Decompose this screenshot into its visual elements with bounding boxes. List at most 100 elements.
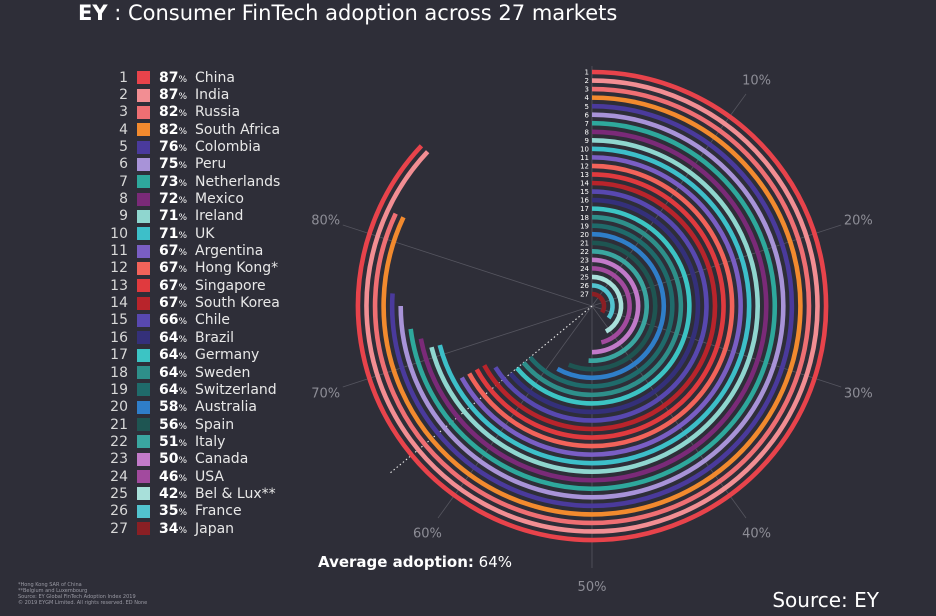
arc-rank-label: 11 [580, 154, 589, 162]
legend-country: Brazil [195, 329, 235, 346]
legend-item: 22 51% Italy [100, 433, 320, 450]
legend-swatch [137, 487, 150, 501]
data-arc [567, 240, 658, 372]
legend-swatch [137, 366, 150, 380]
arc-rank-label: 1 [585, 69, 589, 77]
data-arc [381, 95, 803, 517]
legend-country: Argentina [195, 243, 264, 260]
legend-swatch [137, 400, 150, 414]
arc-rank-label: 6 [585, 111, 590, 119]
footnote: **Belgium and Luxembourg [18, 588, 88, 594]
legend-swatch [137, 452, 150, 466]
arc-rank-label: 17 [580, 205, 589, 213]
legend-item: 8 72% Mexico [100, 190, 320, 207]
legend-rank: 23 [110, 451, 128, 468]
legend-rank: 20 [110, 399, 128, 416]
data-arc [437, 146, 752, 466]
data-arc [459, 155, 743, 457]
legend-country: Colombia [195, 139, 261, 156]
legend-item: 15 66% Chile [100, 312, 320, 329]
legend-swatch [137, 261, 150, 275]
arc-rank-label: 8 [585, 128, 589, 136]
legend-swatch [137, 157, 150, 171]
data-arc [398, 112, 786, 500]
legend-item: 16 64% Brazil [100, 329, 320, 346]
legend-country: South Korea [195, 295, 280, 312]
scale-tick-label: 80% [311, 213, 340, 228]
legend-country: UK [195, 225, 215, 242]
average-value: 64% [478, 553, 512, 571]
legend-item: 19 64% Switzerland [100, 381, 320, 398]
legend-item: 13 67% Singapore [100, 277, 320, 294]
legend-country: Peru [195, 156, 227, 173]
legend-value: 46% [159, 468, 188, 485]
legend-country: China [195, 69, 235, 86]
legend-rank: 3 [119, 104, 128, 121]
legend-item: 14 67% South Korea [100, 294, 320, 311]
legend-rank: 11 [110, 243, 128, 260]
legend-country: Canada [195, 451, 249, 468]
legend-swatch [137, 348, 150, 362]
legend-rank: 14 [110, 295, 128, 312]
data-arc [372, 86, 812, 526]
legend-item: 10 71% UK [100, 225, 320, 242]
data-arc [355, 69, 829, 543]
legend-country: India [195, 87, 230, 104]
arc-rank-label: 16 [580, 197, 589, 205]
data-arc [474, 172, 726, 440]
legend-swatch [137, 418, 150, 432]
arc-rank-label: 21 [580, 239, 589, 247]
legend-item: 25 42% Bel & Lux** [100, 485, 320, 502]
legend-item: 24 46% USA [100, 468, 320, 485]
legend-value: 42% [159, 485, 188, 502]
arc-rank-label: 18 [580, 214, 589, 222]
legend-item: 1 87% China [100, 69, 320, 86]
legend-value: 72% [159, 191, 188, 208]
scale-tick-label: 60% [413, 527, 442, 542]
brand-label: EY [78, 1, 108, 25]
data-arc [418, 129, 769, 483]
legend-value: 51% [159, 433, 188, 450]
arc-rank-label: 23 [580, 256, 589, 264]
average-adoption: Average adoption: 64% [318, 553, 512, 571]
data-arc [482, 180, 718, 432]
legend-item: 17 64% Germany [100, 347, 320, 364]
legend-item: 11 67% Argentina [100, 242, 320, 259]
arc-rank-label: 26 [580, 282, 589, 290]
legend-value: 67% [159, 295, 188, 312]
legend-value: 56% [159, 416, 188, 433]
legend-country: Hong Kong* [195, 260, 279, 277]
legend-swatch [137, 71, 150, 85]
scale-tick-label: 50% [578, 580, 607, 595]
arc-rank-label: 24 [580, 265, 589, 273]
legend-country: Netherlands [195, 173, 281, 190]
legend-country: Spain [195, 416, 235, 433]
legend-country: Switzerland [195, 381, 277, 398]
legend-country: Ireland [195, 208, 244, 225]
legend-value: 64% [159, 364, 188, 381]
legend-country: Chile [195, 312, 231, 329]
arc-rank-label: 7 [585, 120, 589, 128]
legend-value: 71% [159, 225, 188, 242]
average-marker [388, 305, 593, 475]
data-arc [591, 274, 624, 334]
legend-item: 4 82% South Africa [100, 121, 320, 138]
legend-swatch [137, 123, 150, 137]
legend-rank: 19 [110, 381, 128, 398]
data-arc [493, 189, 709, 423]
data-arc [467, 163, 735, 449]
footnote: *Hong Kong SAR of China [18, 582, 82, 588]
legend-item: 26 35% France [100, 503, 320, 520]
legend-value: 64% [159, 329, 188, 346]
legend-value: 71% [159, 208, 188, 225]
arc-rank-label: 22 [580, 248, 589, 256]
data-arc [556, 231, 667, 381]
data-arc [528, 223, 675, 389]
legend-swatch [137, 383, 150, 397]
legend-swatch [137, 296, 150, 310]
legend-country: Germany [195, 347, 260, 364]
data-arc [364, 78, 820, 534]
arc-rank-label: 12 [580, 163, 589, 171]
footnote: © 2019 EYGM Limited. All rights reserved… [18, 600, 148, 606]
legend-rank: 8 [119, 191, 128, 208]
